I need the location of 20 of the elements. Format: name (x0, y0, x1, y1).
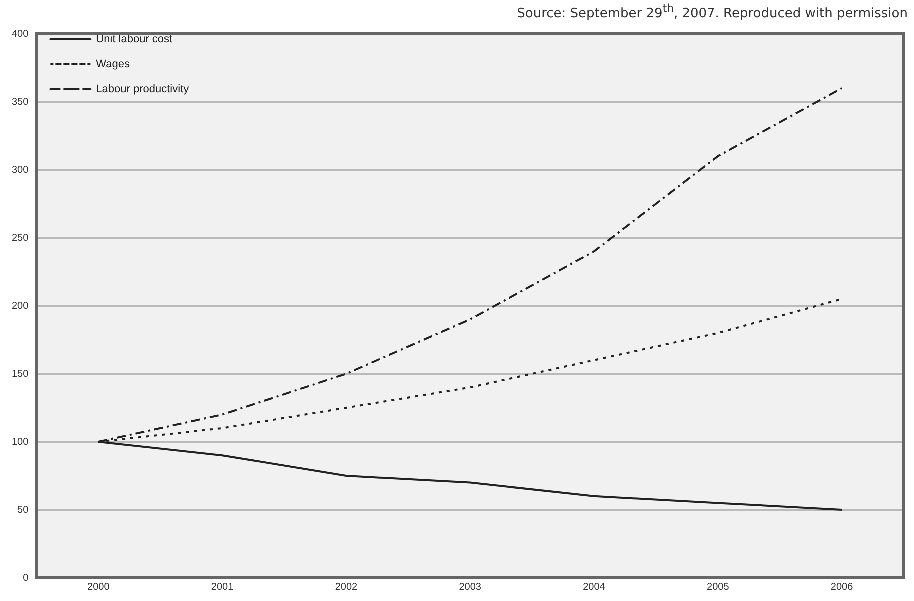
y-tick-label: 50 (18, 504, 30, 516)
source-note: Source: September 29$^{th}$, 2007. Reproduced with permission (517, 2, 908, 22)
y-tick-label: 350 (12, 96, 30, 108)
y-tick-label: 100 (12, 436, 30, 448)
x-tick-label: 2002 (335, 582, 358, 593)
legend-label: Unit labour cost (96, 34, 173, 46)
x-tick-label: 2003 (459, 582, 482, 593)
x-tick-label: 2000 (88, 582, 110, 593)
y-tick-label: 150 (12, 368, 30, 380)
y-tick-label: 400 (12, 28, 30, 40)
x-tick-label: 2006 (830, 582, 854, 593)
x-tick-label: 2005 (707, 582, 730, 593)
legend-label: Labour productivity (96, 84, 190, 96)
y-tick-label: 200 (12, 300, 30, 312)
x-tick-label: 2001 (211, 582, 234, 593)
legend-label: Wages (96, 58, 131, 71)
y-tick-label: 300 (12, 164, 30, 176)
x-tick-label: 2004 (583, 582, 606, 593)
y-tick-label: 0 (23, 572, 30, 584)
y-tick-label: 250 (12, 232, 30, 244)
